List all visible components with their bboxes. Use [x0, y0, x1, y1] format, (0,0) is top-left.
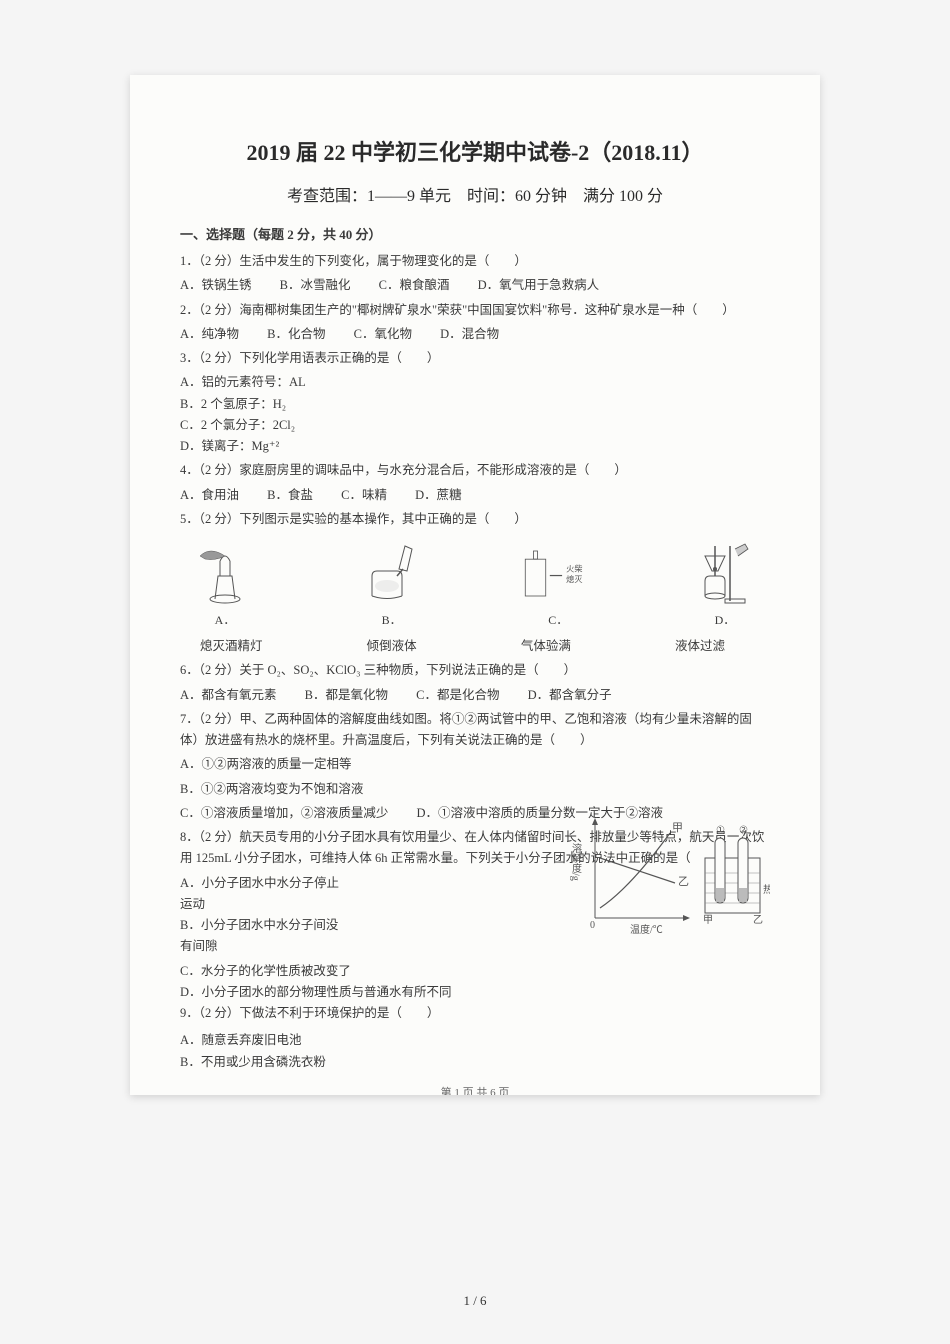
question-8-options-ab: A．小分子团水中水分子停止运动 B．小分子团水中水分子间没有间隙: [180, 873, 534, 958]
diagram-b-svg: [347, 538, 437, 608]
q9-opt-a: A．随意丢弃废旧电池: [180, 1030, 350, 1051]
q8-opt-a: A．小分子团水中水分子停止运动: [180, 873, 350, 916]
q8-opt-d: D．小分子团水的部分物理性质与普通水有所不同: [180, 982, 452, 1003]
q4-opt-c: C．味精: [341, 485, 387, 506]
exam-subtitle: 考查范围：1——9 单元 时间：60 分钟 满分 100 分: [180, 182, 770, 206]
question-3: 3．（2 分）下列化学用语表示正确的是（ ）: [180, 348, 770, 369]
q6-opt-c: C．都是化合物: [416, 685, 499, 706]
question-5: 5．（2 分）下列图示是实验的基本操作，其中正确的是（ ）: [180, 509, 770, 530]
diagram-a: A．: [180, 538, 270, 628]
svg-text:甲: 甲: [703, 915, 713, 926]
question-9: 9．（2 分）下做法不利于环境保护的是（ ）: [180, 1003, 439, 1024]
diagram-a-svg: [180, 538, 270, 608]
q2-opt-c: C．氧化物: [354, 324, 412, 345]
q4-opt-b: B．食盐: [267, 485, 313, 506]
diagram-c-svg: 火柴 熄灭: [513, 538, 603, 608]
question-3-options: A．铝的元素符号：AL B．2 个氢原子：H₂ C．2 个氯分子：2Cl₂ D．…: [180, 372, 770, 457]
diagram-a-label: A．: [180, 611, 270, 628]
q3-opt-b: B．2 个氢原子：H₂: [180, 394, 463, 415]
question-1: 1．（2 分）生活中发生的下列变化，属于物理变化的是（ ）: [180, 251, 770, 272]
svg-text:0: 0: [590, 920, 595, 931]
diagram-c: 火柴 熄灭 C．: [513, 538, 603, 628]
diagram-b-label: B．: [347, 611, 437, 628]
svg-text:甲: 甲: [672, 822, 683, 834]
q8-opt-c: C．水分子的化学性质被改变了: [180, 961, 351, 982]
q1-opt-c: C．粮食酿酒: [379, 275, 450, 296]
q6-opt-d: D．都含氧分子: [528, 685, 612, 706]
exam-page: 2019 届 22 中学初三化学期中试卷-2（2018.11） 考查范围：1——…: [130, 75, 820, 1095]
q2-opt-a: A．纯净物: [180, 324, 239, 345]
question-4-options: A．食用油 B．食盐 C．味精 D．蔗糖: [180, 485, 770, 506]
q6-opt-b: B．都是氧化物: [305, 685, 388, 706]
page-number: 1 / 6: [0, 1293, 950, 1309]
solubility-chart: 溶解度/g 温度/℃ 0 甲 乙 ①: [570, 813, 770, 943]
q5-sub-c: 气体验满: [521, 636, 571, 657]
question-6: 6．（2 分）关于 O₂、SO₂、KClO₃ 三种物质，下列说法正确的是（ ）: [180, 660, 770, 681]
q3-opt-d: D．镁离子：Mg⁺²: [180, 436, 463, 457]
svg-text:乙: 乙: [678, 875, 689, 888]
q5-sub-d: 液体过滤: [675, 636, 725, 657]
q1-opt-b: B．冰雪融化: [280, 275, 351, 296]
exam-title: 2019 届 22 中学初三化学期中试卷-2（2018.11）: [180, 135, 770, 167]
diagram-d-label: D．: [680, 611, 770, 628]
q5-sub-b: 倾倒液体: [367, 636, 417, 657]
q3-opt-a: A．铝的元素符号：AL: [180, 372, 463, 393]
q2-opt-b: B．化合物: [267, 324, 325, 345]
q7-opt-a: A．①②两溶液的质量一定相等: [180, 754, 770, 775]
diagram-c-label: C．: [513, 611, 603, 628]
q2-opt-d: D．混合物: [440, 324, 499, 345]
question-7: 7．（2 分）甲、乙两种固体的溶解度曲线如图。将①②两试管中的甲、乙饱和溶液（均…: [180, 709, 770, 752]
q4-opt-d: D．蔗糖: [415, 485, 462, 506]
question-9-options: A．随意丢弃废旧电池 B．不用或少用含磷洗衣粉: [180, 1030, 534, 1073]
diagram-d: D．: [680, 538, 770, 628]
svg-text:②: ②: [739, 825, 748, 836]
question-4: 4．（2 分）家庭厨房里的调味品中，与水充分混合后，不能形成溶液的是（ ）: [180, 460, 770, 481]
question-1-options: A．铁锅生锈 B．冰雪融化 C．粮食酿酒 D．氧气用于急救病人: [180, 275, 770, 296]
svg-text:①: ①: [716, 825, 725, 836]
page-footer: 第 1 页 共 6 页: [180, 1084, 770, 1095]
question-2-options: A．纯净物 B．化合物 C．氧化物 D．混合物: [180, 324, 770, 345]
section-1-header: 一、选择题（每题 2 分，共 40 分）: [180, 224, 770, 243]
question-5-diagrams: A． B．: [180, 538, 770, 628]
q3-opt-c: C．2 个氯分子：2Cl₂: [180, 415, 463, 436]
q7-opt-c: C．①溶液质量增加，②溶液质量减少: [180, 803, 388, 824]
svg-text:温度/℃: 温度/℃: [630, 923, 663, 936]
svg-text:熄灭: 熄灭: [566, 574, 582, 584]
q4-opt-a: A．食用油: [180, 485, 239, 506]
diagram-b: B．: [347, 538, 437, 628]
svg-text:乙: 乙: [753, 914, 763, 926]
svg-text:溶解度/g: 溶解度/g: [570, 841, 582, 880]
q9-opt-b: B．不用或少用含磷洗衣粉: [180, 1052, 350, 1073]
page-content: 2019 届 22 中学初三化学期中试卷-2（2018.11） 考查范围：1——…: [180, 135, 770, 1075]
q5-sub-a: 熄灭酒精灯: [200, 636, 263, 657]
q7-opt-b: B．①②两溶液均变为不饱和溶液: [180, 779, 770, 800]
question-5-sublabels: 熄灭酒精灯 倾倒液体 气体验满 液体过滤: [180, 636, 770, 657]
svg-text:火柴: 火柴: [566, 563, 582, 573]
question-8-options-cd: C．水分子的化学性质被改变了 D．小分子团水的部分物理性质与普通水有所不同 9．…: [180, 961, 534, 1028]
question-6-options: A．都含有氧元素 B．都是氧化物 C．都是化合物 D．都含氧分子: [180, 685, 770, 706]
diagram-d-svg: [680, 538, 770, 608]
q6-opt-a: A．都含有氧元素: [180, 685, 277, 706]
svg-text:热水: 热水: [763, 883, 770, 896]
q8-opt-b: B．小分子团水中水分子间没有间隙: [180, 915, 350, 958]
q1-opt-a: A．铁锅生锈: [180, 275, 252, 296]
q1-opt-d: D．氧气用于急救病人: [478, 275, 600, 296]
question-2: 2．（2 分）海南椰树集团生产的"椰树牌矿泉水"荣获"中国国宴饮料"称号．这种矿…: [180, 300, 770, 321]
